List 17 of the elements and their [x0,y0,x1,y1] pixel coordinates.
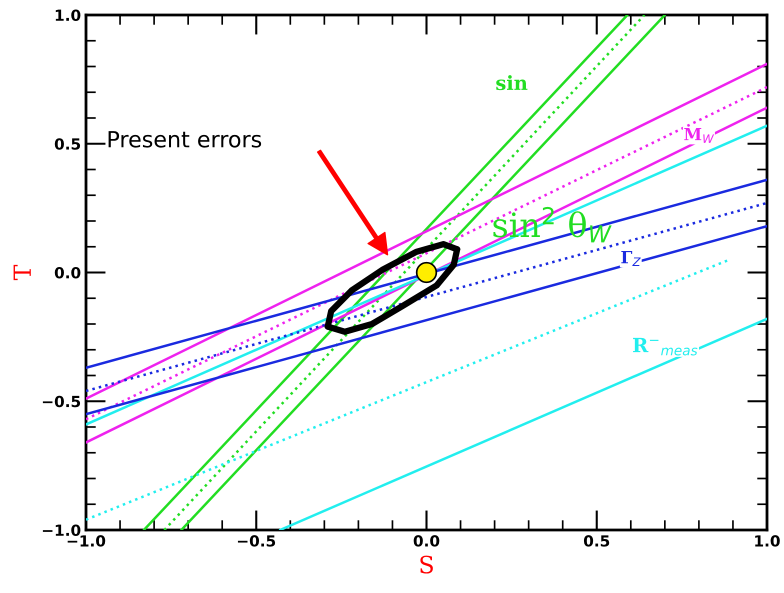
y-tick-label: −1.0 [42,524,80,536]
series-label: M$_{W}$ [684,128,714,143]
y-axis-title: T [14,264,31,280]
annotation: sin [496,75,528,90]
series-label: Γ$_{Z}$ [621,251,641,266]
y-tick-label: −0.5 [42,396,80,408]
x-axis-title: S [420,556,433,574]
y-tick-label: 0.0 [54,266,80,279]
x-tick-label: −0.5 [238,535,276,547]
y-tick-label: 1.0 [56,9,80,22]
x-tick-label: 1.0 [755,535,780,547]
series-label: R$^{−}$$_{meas}$ [633,338,698,356]
y-tick-label: 0.5 [54,138,80,150]
x-tick-label: 0.5 [584,535,610,547]
x-tick-label: −1.0 [68,535,106,547]
x-tick-label: 0.0 [414,535,440,547]
annotation: Present errors [108,131,262,148]
